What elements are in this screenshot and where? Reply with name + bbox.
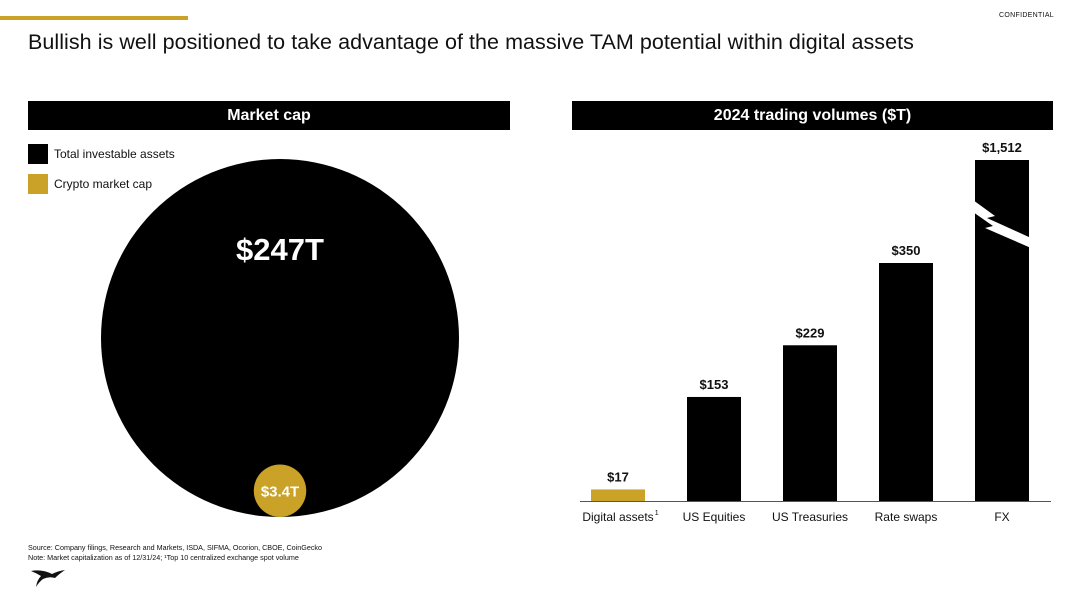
category-label: Rate swaps (875, 510, 938, 524)
confidential-label: CONFIDENTIAL (999, 12, 1054, 19)
bar-value-label: $229 (796, 325, 825, 340)
category-label: Digital assets (582, 510, 653, 524)
legend-item-total-investable-assets: Total investable assets (28, 144, 175, 164)
bar-us-treasuries (783, 345, 837, 501)
bar-value-label: $1,512 (982, 140, 1022, 155)
source-note: Source: Company filings, Research and Ma… (28, 543, 322, 552)
market-cap-header: Market cap (28, 101, 510, 130)
bubble-total-investable-assets (101, 159, 459, 517)
legend-label: Crypto market cap (54, 177, 153, 191)
bubble-label-total: $247T (236, 232, 324, 267)
bar-digital-assets (591, 489, 645, 501)
bar-value-label: $350 (892, 243, 921, 258)
bullish-logo-icon (30, 568, 66, 593)
category-label: US Equities (683, 510, 746, 524)
bubble-label-crypto: $3.4T (261, 484, 299, 501)
bar-value-label: $17 (607, 469, 629, 484)
category-label: FX (994, 510, 1009, 524)
axis-break-mark (973, 200, 1031, 248)
legend-label: Total investable assets (54, 147, 175, 161)
legend-item-crypto-market-cap: Crypto market cap (28, 174, 152, 194)
footnotes: Source: Company filings, Research and Ma… (28, 543, 322, 563)
bar-rate-swaps (879, 263, 933, 501)
page-title: Bullish is well positioned to take advan… (28, 30, 914, 54)
category-label: US Treasuries (772, 510, 848, 524)
legend-swatch-black (28, 144, 48, 164)
market-cap-note: Note: Market capitalization as of 12/31/… (28, 553, 299, 562)
top-accent-rule (0, 16, 188, 20)
bubble-crypto-market-cap (253, 464, 307, 517)
trading-volumes-header: 2024 trading volumes ($T) (572, 101, 1053, 130)
footnote-marker: 1 (655, 510, 659, 517)
bar-us-equities (687, 396, 741, 501)
legend-swatch-gold (28, 174, 48, 194)
bar-value-label: $153 (700, 377, 729, 392)
